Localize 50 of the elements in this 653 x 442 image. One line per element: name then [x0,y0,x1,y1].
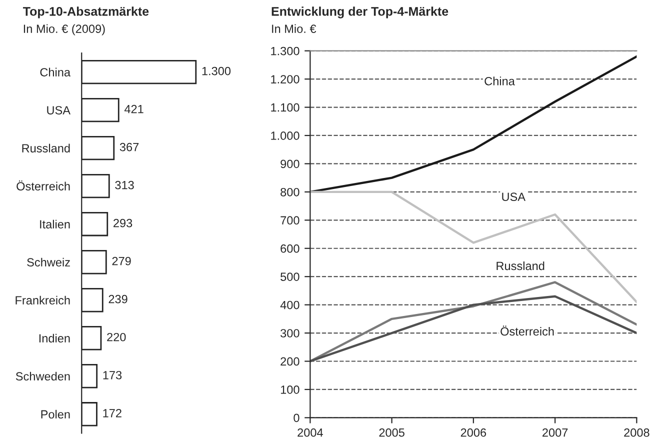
line-series [310,295,637,362]
data-label: 279 [112,256,131,266]
y-tick-label: 0 [294,414,300,422]
y-tick-label: Italien [40,220,70,228]
data-label: 220 [107,332,126,342]
line-series [310,281,637,362]
line-series [310,190,637,304]
y-tick-label: 1.200 [271,75,300,84]
y-tick-label: 600 [280,244,300,253]
y-tick-label: Polen [41,410,70,419]
chart-title: Entwicklung der Top-4-Märkte [272,6,448,18]
y-tick-label: 1.300 [271,46,300,56]
data-label: 1.300 [202,66,231,76]
y-tick-label: 1.100 [271,103,300,112]
data-label: 239 [108,294,128,304]
x-tick-label: 2007 [542,428,568,437]
chart-title: Top-10-Absatzmärkte [22,6,149,18]
chart-subtitle: In Mio. € (2009) [24,24,105,36]
x-tick-label: 2004 [298,428,323,437]
y-tick-label: 100 [280,386,300,394]
data-label: 173 [103,370,122,380]
y-tick-label: 300 [280,329,300,338]
x-tick-label: 2005 [379,428,404,437]
y-tick-label: 700 [280,216,300,225]
y-tick-label: 1.000 [271,132,300,140]
y-tick-label: China [40,68,71,76]
y-tick-label: 900 [280,160,300,168]
y-tick-label: Österreich [16,180,70,190]
data-label: 367 [120,142,139,152]
y-tick-label: 400 [280,300,300,310]
data-label: 421 [124,104,144,114]
x-tick-label: 2008 [624,428,650,437]
y-tick-label: Russland [22,144,70,152]
y-tick-label: Indien [39,334,70,343]
text: China [484,76,515,86]
y-tick-label: Schweden [16,372,70,381]
series-label: Russland [496,261,544,270]
y-tick-label: Frankreich [16,296,70,305]
y-tick-label: 800 [280,188,300,196]
data-label: 172 [103,408,122,418]
data-label: 313 [115,180,134,190]
x-tick-label: 2006 [460,428,486,437]
y-tick-label: Schweiz [27,258,70,266]
chart-subtitle: In Mio. € [272,24,316,33]
y-tick-label: USA [47,106,70,114]
y-tick-label: 500 [280,272,300,281]
series-label: Österreich [500,326,554,336]
y-tick-label: 200 [280,357,300,366]
data-label: 293 [114,218,132,228]
series-label: USA [502,192,526,202]
